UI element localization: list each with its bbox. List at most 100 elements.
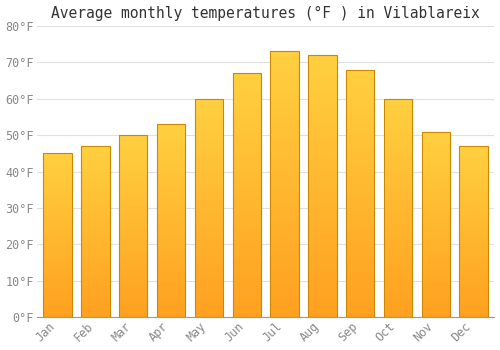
Bar (194, 164, 223, 168)
Bar (44, 257, 72, 260)
Bar (460, 260, 488, 263)
Bar (422, 311, 450, 314)
Bar (270, 238, 298, 242)
Bar (422, 249, 450, 252)
Bar (460, 274, 488, 278)
Bar (422, 261, 450, 265)
Bar (44, 268, 72, 271)
Bar (119, 278, 148, 281)
Bar (308, 77, 336, 81)
Bar (44, 309, 72, 312)
Bar (232, 301, 261, 305)
Bar (384, 274, 412, 277)
Bar (82, 160, 110, 163)
Bar (194, 128, 223, 132)
Bar (82, 252, 110, 254)
Bar (460, 234, 488, 237)
Bar (460, 186, 488, 189)
Bar (194, 263, 223, 266)
Bar (460, 237, 488, 240)
Bar (194, 113, 223, 117)
Bar (44, 285, 72, 287)
Bar (194, 215, 223, 219)
Bar (157, 275, 186, 279)
Bar (308, 199, 336, 204)
Bar (194, 117, 223, 121)
Bar (82, 172, 110, 175)
Bar (270, 145, 298, 149)
Bar (119, 263, 148, 266)
Bar (346, 74, 374, 78)
Bar (270, 282, 298, 286)
Bar (119, 160, 148, 162)
Bar (346, 82, 374, 86)
Bar (422, 206, 450, 209)
Bar (422, 259, 450, 261)
Bar (270, 273, 298, 278)
Bar (422, 181, 450, 184)
Bar (44, 290, 72, 293)
Bar (119, 208, 148, 211)
Bar (82, 283, 110, 286)
Bar (346, 136, 374, 140)
Bar (460, 180, 488, 183)
Bar (460, 309, 488, 312)
Bar (157, 186, 186, 189)
Bar (119, 220, 148, 223)
Bar (194, 201, 223, 204)
Bar (232, 248, 261, 252)
Bar (232, 187, 261, 191)
Bar (232, 134, 261, 138)
Bar (232, 77, 261, 82)
Bar (232, 73, 261, 317)
Bar (44, 304, 72, 307)
Bar (270, 242, 298, 246)
Bar (460, 278, 488, 280)
Bar (232, 236, 261, 240)
Bar (232, 289, 261, 293)
Bar (384, 128, 412, 132)
Bar (346, 235, 374, 239)
Bar (232, 122, 261, 126)
Bar (460, 243, 488, 246)
Bar (422, 150, 450, 153)
Bar (157, 205, 186, 208)
Bar (44, 194, 72, 197)
Bar (346, 115, 374, 119)
Bar (384, 103, 412, 106)
Bar (82, 312, 110, 315)
Bar (308, 230, 336, 234)
Bar (232, 305, 261, 309)
Bar (194, 99, 223, 103)
Bar (460, 306, 488, 309)
Bar (384, 179, 412, 183)
Bar (422, 234, 450, 237)
Bar (194, 106, 223, 110)
Bar (119, 287, 148, 290)
Bar (384, 186, 412, 190)
Bar (346, 256, 374, 260)
Bar (384, 266, 412, 270)
Bar (270, 215, 298, 220)
Bar (44, 287, 72, 290)
Bar (422, 224, 450, 228)
Bar (270, 56, 298, 60)
Bar (232, 155, 261, 159)
Bar (119, 190, 148, 193)
Bar (422, 218, 450, 221)
Bar (308, 107, 336, 112)
Bar (308, 191, 336, 195)
Bar (119, 147, 148, 150)
Bar (194, 245, 223, 248)
Bar (270, 184, 298, 189)
Bar (119, 272, 148, 275)
Bar (422, 184, 450, 187)
Bar (460, 177, 488, 180)
Bar (422, 187, 450, 190)
Bar (422, 166, 450, 169)
Bar (119, 311, 148, 314)
Bar (119, 166, 148, 169)
Bar (460, 280, 488, 283)
Bar (270, 175, 298, 180)
Bar (82, 180, 110, 183)
